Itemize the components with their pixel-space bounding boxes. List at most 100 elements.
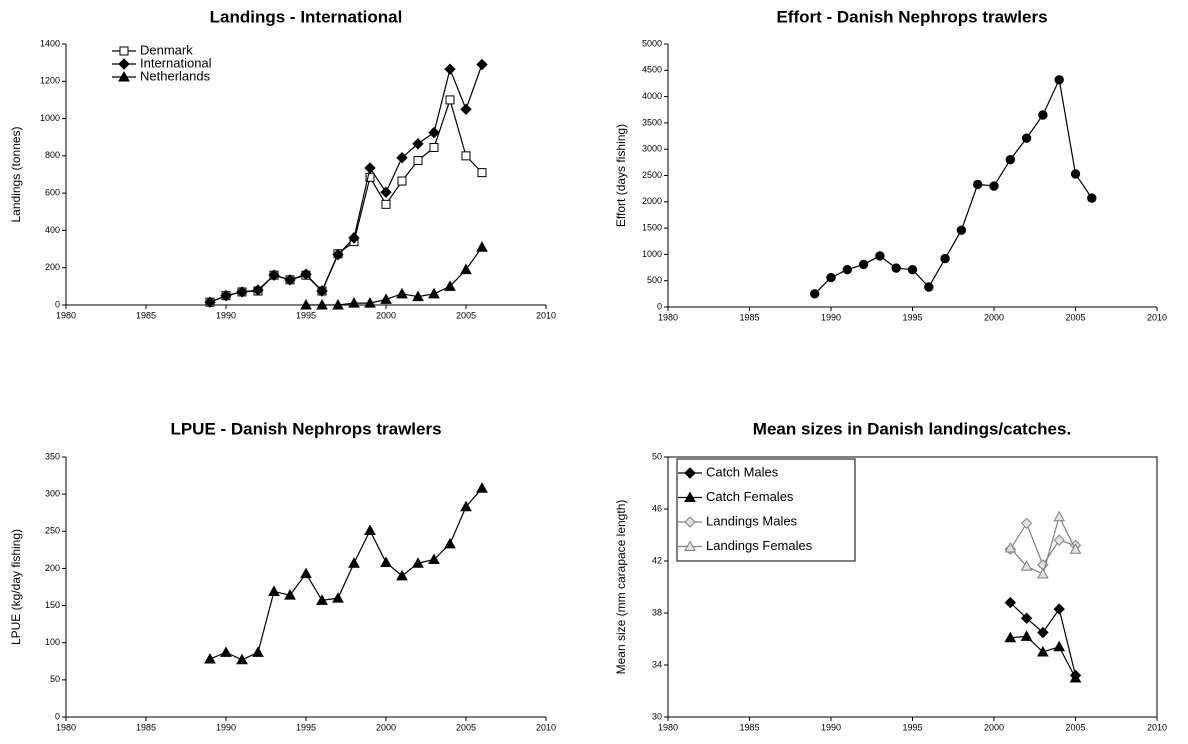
data-point <box>444 537 456 549</box>
y-tick-label: 0 <box>657 301 662 311</box>
data-point <box>220 289 232 302</box>
y-tick-label: 46 <box>652 503 662 513</box>
data-point <box>1004 541 1017 553</box>
y-tick-label: 3000 <box>642 144 662 154</box>
data-point <box>940 253 950 264</box>
series-line <box>1009 602 1077 676</box>
data-point <box>1087 193 1097 203</box>
x-tick-label: 1980 <box>56 310 76 320</box>
x-tick-label: 2000 <box>376 722 396 732</box>
legend-marker <box>684 467 696 479</box>
legend-label: Catch Females <box>706 489 794 504</box>
data-point <box>380 186 392 198</box>
data-point <box>444 280 456 291</box>
y-tick-label: 1000 <box>642 249 662 259</box>
y-axis-label: LPUE (kg/day fishing) <box>9 529 23 645</box>
data-point <box>810 289 820 299</box>
data-point <box>1037 645 1049 657</box>
chart-title: Mean sizes in Danish landings/catches. <box>753 419 1071 438</box>
data-point <box>364 524 376 536</box>
x-tick-label: 1990 <box>216 310 236 320</box>
y-tick-label: 5000 <box>642 38 662 48</box>
legend-box <box>676 458 856 562</box>
legend-marker <box>684 516 696 528</box>
data-point <box>397 176 407 186</box>
chart-title: LPUE - Danish Nephrops trawlers <box>170 419 441 438</box>
data-point <box>1037 567 1049 579</box>
x-tick-label: 2005 <box>456 310 476 320</box>
legend-label: International <box>140 55 212 70</box>
data-point <box>332 592 344 603</box>
legend-label: Catch Males <box>706 464 779 479</box>
legend-label: Landings Males <box>706 513 798 528</box>
data-point <box>907 264 918 275</box>
y-tick-label: 1000 <box>40 113 60 123</box>
data-point <box>300 567 312 579</box>
y-axis-label: Mean size (mm carapace length) <box>614 500 628 675</box>
data-point <box>412 557 424 568</box>
data-point <box>429 142 439 152</box>
data-point <box>924 282 934 292</box>
data-point <box>1021 133 1032 143</box>
data-point <box>989 181 999 191</box>
y-tick-label: 1400 <box>40 38 60 48</box>
y-axis-label: Effort (days fishing) <box>614 124 628 227</box>
data-point <box>236 653 248 665</box>
data-point <box>1020 517 1033 530</box>
y-tick-label: 300 <box>45 489 60 499</box>
x-tick-label: 1990 <box>821 312 841 322</box>
x-tick-label: 1985 <box>739 312 759 322</box>
data-point <box>1053 640 1066 652</box>
y-tick-label: 400 <box>45 225 60 235</box>
x-tick-label: 2000 <box>376 310 396 320</box>
chart-title: Effort - Danish Nephrops trawlers <box>776 7 1047 26</box>
legend-label: Landings Females <box>706 538 813 553</box>
data-point <box>316 285 328 297</box>
x-tick-label: 2010 <box>1147 722 1167 732</box>
data-point <box>268 269 280 281</box>
data-point <box>380 293 392 304</box>
series-line <box>209 97 483 303</box>
data-point <box>428 287 440 299</box>
data-point <box>1020 560 1033 571</box>
legend-marker <box>119 46 129 56</box>
data-point <box>875 251 885 261</box>
y-tick-label: 0 <box>55 299 60 309</box>
x-tick-label: 1985 <box>136 722 156 732</box>
data-point <box>1053 603 1065 615</box>
data-point <box>1020 612 1033 624</box>
data-point <box>412 290 424 302</box>
y-tick-label: 30 <box>652 711 662 721</box>
x-tick-label: 1990 <box>216 722 236 732</box>
x-tick-label: 2005 <box>1065 312 1085 322</box>
y-tick-label: 4000 <box>642 91 662 101</box>
data-point <box>252 646 264 657</box>
x-tick-label: 1980 <box>56 722 76 732</box>
y-tick-label: 34 <box>652 659 662 669</box>
data-point <box>477 168 487 178</box>
data-point <box>460 103 472 115</box>
y-tick-label: 50 <box>50 674 60 684</box>
legend-marker <box>684 491 696 502</box>
chart-title: Landings - International <box>210 7 403 26</box>
data-point <box>204 296 216 308</box>
x-tick-label: 1980 <box>658 722 678 732</box>
data-point <box>1069 671 1082 683</box>
data-point <box>1005 155 1015 165</box>
y-tick-label: 38 <box>652 607 662 617</box>
legend-marker <box>684 540 696 551</box>
y-tick-label: 200 <box>45 563 60 573</box>
data-point <box>348 232 360 244</box>
y-tick-label: 0 <box>55 711 60 721</box>
series-line <box>814 77 1093 295</box>
y-tick-label: 50 <box>652 451 662 461</box>
legend-marker <box>118 70 130 82</box>
series-line <box>1010 635 1077 679</box>
x-tick-label: 2010 <box>536 310 556 320</box>
x-tick-label: 1995 <box>296 310 316 320</box>
data-point <box>460 500 472 512</box>
data-point <box>348 297 360 308</box>
data-point <box>476 241 488 252</box>
data-point <box>300 268 312 280</box>
